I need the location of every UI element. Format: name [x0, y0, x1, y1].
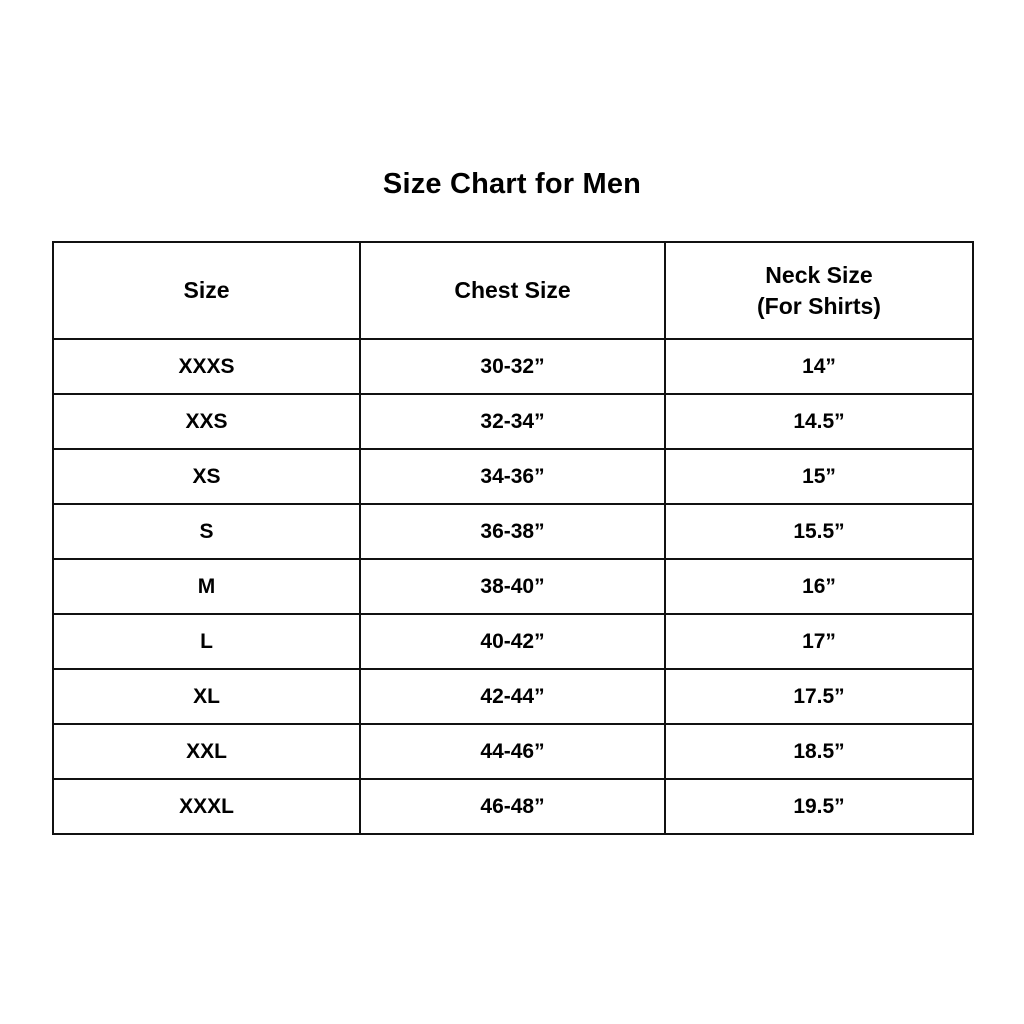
- table-header-row: Size Chest Size Neck Size (For Shirts): [52, 241, 974, 340]
- cell-neck: 18.5”: [664, 723, 974, 780]
- cell-neck: 19.5”: [664, 778, 974, 835]
- table-row: XS 34-36” 15”: [52, 448, 974, 505]
- cell-neck: 14.5”: [664, 393, 974, 450]
- cell-chest: 36-38”: [359, 503, 666, 560]
- cell-chest: 46-48”: [359, 778, 666, 835]
- cell-size: M: [52, 558, 361, 615]
- column-header-chest-size: Chest Size: [359, 241, 666, 340]
- cell-size: XXL: [52, 723, 361, 780]
- cell-size: XXXS: [52, 338, 361, 395]
- cell-neck: 15.5”: [664, 503, 974, 560]
- cell-chest: 42-44”: [359, 668, 666, 725]
- table-row: XL 42-44” 17.5”: [52, 668, 974, 725]
- cell-neck: 16”: [664, 558, 974, 615]
- column-header-neck-size-line-2: (For Shirts): [757, 292, 881, 319]
- cell-chest: 40-42”: [359, 613, 666, 670]
- cell-size: S: [52, 503, 361, 560]
- table-row: XXS 32-34” 14.5”: [52, 393, 974, 450]
- cell-neck: 14”: [664, 338, 974, 395]
- size-chart-table: Size Chest Size Neck Size (For Shirts) X…: [52, 241, 974, 835]
- table-row: XXXS 30-32” 14”: [52, 338, 974, 395]
- table-row: XXXL 46-48” 19.5”: [52, 778, 974, 835]
- cell-neck: 15”: [664, 448, 974, 505]
- table-row: XXL 44-46” 18.5”: [52, 723, 974, 780]
- cell-chest: 44-46”: [359, 723, 666, 780]
- column-header-neck-size-line-1: Neck Size: [765, 262, 873, 289]
- cell-chest: 38-40”: [359, 558, 666, 615]
- column-header-size: Size: [52, 241, 361, 340]
- table-row: S 36-38” 15.5”: [52, 503, 974, 560]
- column-header-neck-size: Neck Size (For Shirts): [664, 241, 974, 340]
- cell-chest: 30-32”: [359, 338, 666, 395]
- table-row: M 38-40” 16”: [52, 558, 974, 615]
- cell-size: L: [52, 613, 361, 670]
- table-row: L 40-42” 17”: [52, 613, 974, 670]
- cell-neck: 17.5”: [664, 668, 974, 725]
- cell-chest: 32-34”: [359, 393, 666, 450]
- cell-neck: 17”: [664, 613, 974, 670]
- table-header: Size Chest Size Neck Size (For Shirts): [52, 241, 974, 340]
- cell-size: XXXL: [52, 778, 361, 835]
- cell-chest: 34-36”: [359, 448, 666, 505]
- page-title: Size Chart for Men: [382, 168, 642, 200]
- cell-size: XS: [52, 448, 361, 505]
- table-body: XXXS 30-32” 14” XXS 32-34” 14.5” XS 34-3…: [52, 338, 974, 835]
- cell-size: XL: [52, 668, 361, 725]
- cell-size: XXS: [52, 393, 361, 450]
- column-header-chest-size-line-1: Chest Size: [454, 277, 571, 304]
- column-header-size-line-1: Size: [183, 277, 230, 304]
